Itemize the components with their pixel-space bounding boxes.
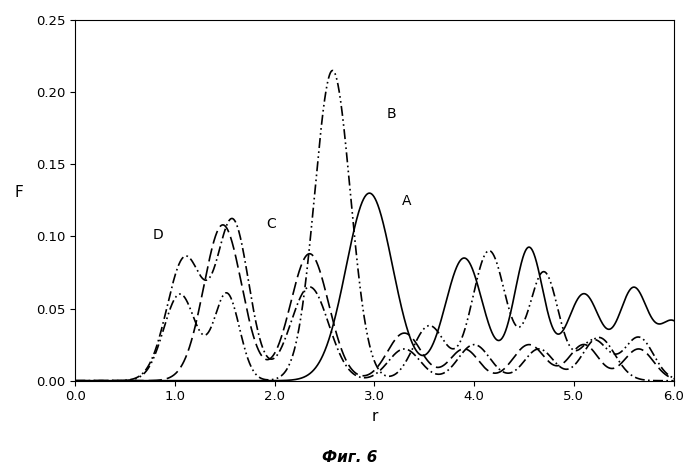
Text: A: A — [403, 194, 412, 208]
Y-axis label: F: F — [15, 185, 24, 200]
Text: C: C — [267, 217, 277, 231]
X-axis label: r: r — [371, 409, 377, 424]
Text: D: D — [153, 228, 164, 242]
Text: Фиг. 6: Фиг. 6 — [322, 450, 377, 465]
Text: B: B — [387, 107, 396, 121]
